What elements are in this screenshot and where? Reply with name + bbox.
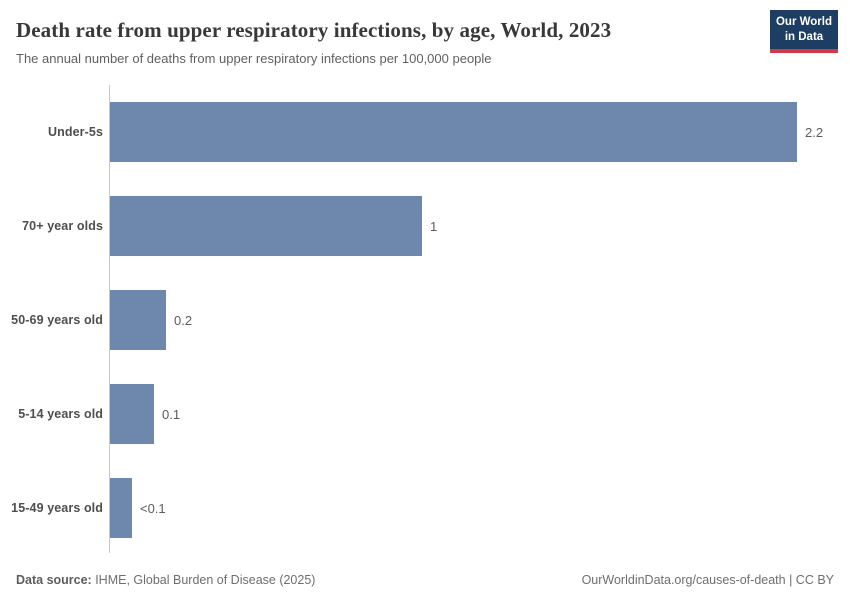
chart-header: Death rate from upper respiratory infect… [0, 0, 850, 67]
data-source-text: IHME, Global Burden of Disease (2025) [91, 573, 316, 587]
bar[interactable] [110, 478, 132, 538]
value-label: 2.2 [805, 124, 824, 140]
data-source-label: Data source: [16, 573, 92, 587]
value-label: 1 [430, 218, 438, 234]
category-label: 15-49 years old [11, 501, 103, 515]
bar-area: 0.1 [110, 367, 850, 461]
bar-row: Under-5s 2.2 [0, 85, 850, 179]
category-label: 70+ year olds [22, 219, 103, 233]
bar-row: 70+ year olds 1 [0, 179, 850, 273]
chart-footer: Data source: IHME, Global Burden of Dise… [16, 573, 834, 587]
bar-area: 0.2 [110, 273, 850, 367]
bar-row: 5-14 years old 0.1 [0, 367, 850, 461]
bar-area: 2.2 [110, 85, 850, 179]
owid-logo-line1: Our World [775, 16, 832, 28]
bar[interactable] [110, 196, 422, 256]
bar-row: 15-49 years old <0.1 [0, 461, 850, 555]
value-label: <0.1 [140, 500, 166, 516]
data-source: Data source: IHME, Global Burden of Dise… [16, 573, 315, 587]
bar-row: 50-69 years old 0.2 [0, 273, 850, 367]
bar-rows: Under-5s 2.2 70+ year olds 1 50-69 years old… [0, 85, 850, 555]
category-label: 50-69 years old [11, 313, 103, 327]
category-label: 5-14 years old [18, 407, 103, 421]
bar-area: 1 [110, 179, 850, 273]
page-title: Death rate from upper respiratory infect… [16, 18, 612, 42]
bar[interactable] [110, 384, 154, 444]
value-label: 0.2 [174, 312, 193, 328]
owid-logo[interactable]: Our World in Data [770, 10, 838, 53]
owid-citation-link[interactable]: OurWorldinData.org/causes-of-death | CC … [581, 573, 834, 587]
category-label: Under-5s [48, 125, 103, 139]
y-axis-line [109, 85, 110, 553]
bar-area: <0.1 [110, 461, 850, 555]
value-label: 0.1 [162, 406, 181, 422]
owid-logo-line2: in Data [784, 30, 824, 43]
bar[interactable] [110, 290, 166, 350]
bar[interactable] [110, 102, 797, 162]
chart-subtitle: The annual number of deaths from upper r… [16, 51, 492, 67]
bar-chart: Under-5s 2.2 70+ year olds 1 50-69 years old… [0, 85, 850, 555]
